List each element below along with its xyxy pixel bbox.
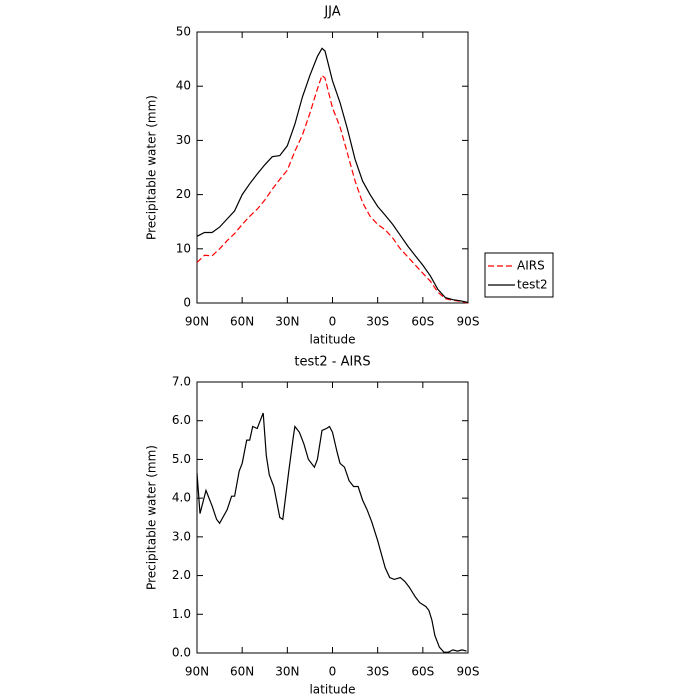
x-tick-label: 30S (366, 315, 389, 329)
x-tick-label: 60N (230, 315, 254, 329)
x-tick-label: 90S (457, 315, 480, 329)
chart-title: JJA (323, 5, 340, 20)
x-tick-label: 30S (366, 665, 389, 679)
y-axis-label: Precipitable water (mm) (145, 95, 159, 240)
plot-frame (196, 31, 469, 304)
x-tick-label: 60S (411, 315, 434, 329)
y-tick-label: 6.0 (172, 413, 191, 427)
x-tick-label: 30N (275, 665, 299, 679)
x-tick-label: 30N (275, 315, 299, 329)
y-tick-label: 1.0 (172, 607, 191, 621)
data-line (196, 47, 469, 304)
y-tick-label: 2.0 (172, 568, 191, 582)
y-tick-label: 7.0 (172, 375, 191, 389)
data-line (196, 74, 469, 304)
y-axis-label: Precipitable water (mm) (145, 445, 159, 590)
y-tick-label: 30 (176, 133, 191, 147)
x-tick-label: 90N (185, 665, 209, 679)
x-axis-label: latitude (309, 333, 355, 347)
y-tick-label: 20 (176, 187, 191, 201)
x-tick-label: 90N (185, 315, 209, 329)
chart-title: test2 - AIRS (294, 355, 370, 370)
y-tick-label: 5.0 (172, 452, 191, 466)
x-tick-label: 60N (230, 665, 254, 679)
y-tick-label: 4.0 (172, 491, 191, 505)
y-tick-label: 3.0 (172, 529, 191, 543)
legend-box (484, 252, 554, 298)
y-tick-label: 0.0 (172, 646, 191, 660)
y-tick-label: 40 (176, 79, 191, 93)
x-tick-label: 0 (329, 315, 337, 329)
x-tick-label: 0 (329, 665, 337, 679)
x-tick-label: 60S (411, 665, 434, 679)
y-tick-label: 0 (183, 296, 191, 310)
y-tick-label: 10 (176, 241, 191, 255)
legend-label: test2 (517, 278, 548, 292)
x-tick-label: 90S (457, 665, 480, 679)
data-line (196, 412, 467, 653)
x-axis-label: latitude (309, 683, 355, 697)
legend-label: AIRS (517, 259, 545, 273)
plot-frame (196, 381, 469, 654)
y-tick-label: 50 (176, 25, 191, 39)
